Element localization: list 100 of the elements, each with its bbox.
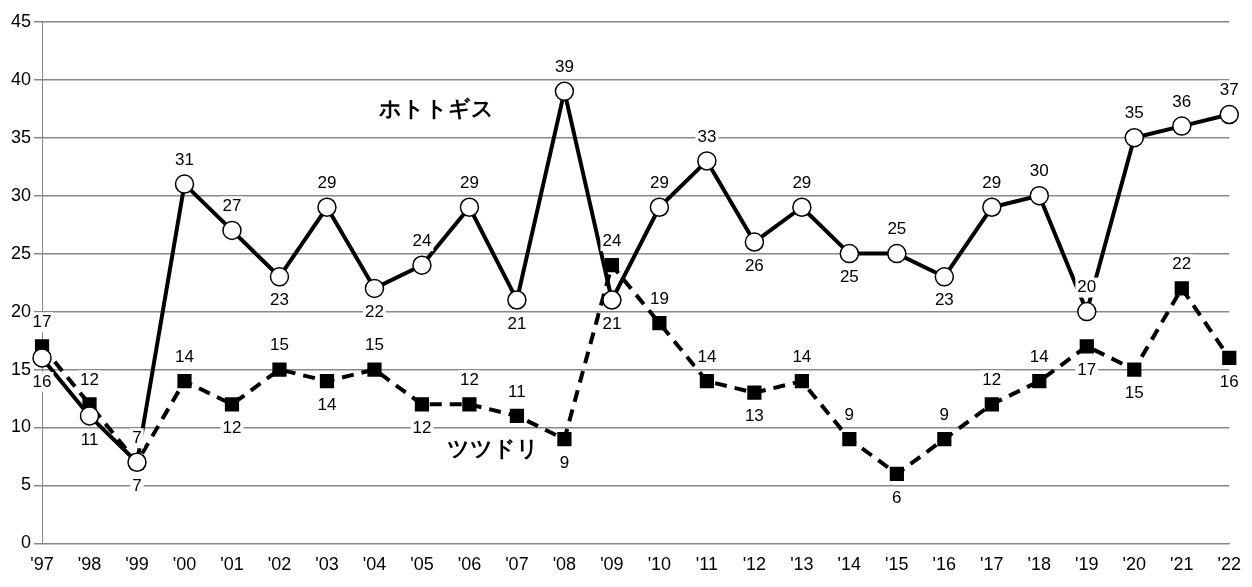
data-label: 24 [412,230,432,250]
point [652,316,667,331]
data-label: 36 [1172,91,1192,111]
x-tick-label: '99 [125,554,149,575]
y-tick-label: 25 [10,242,32,263]
x-tick-label: '01 [220,554,244,575]
data-label: 33 [697,126,717,146]
point [602,290,622,310]
point [934,267,955,287]
point [367,362,382,377]
data-label: 22 [364,302,384,322]
point [554,81,575,102]
data-label: 9 [844,404,855,424]
data-label: 19 [649,288,669,308]
x-tick-label: '00 [172,554,197,575]
point [649,197,670,218]
point [269,267,290,287]
y-tick-label: 10 [10,416,32,437]
x-tick-label: '12 [742,554,767,575]
x-tick-label: '14 [837,554,862,575]
point [697,151,717,171]
point [177,374,192,389]
data-label: 23 [934,290,954,310]
point [1219,104,1240,125]
data-label: 14 [697,346,717,366]
data-label: 24 [602,230,622,250]
data-label: 26 [744,255,764,275]
point [984,397,999,412]
data-label: 14 [317,394,337,414]
point [317,197,337,218]
point [744,232,765,252]
point [1222,350,1237,366]
text: ホトトギス [377,96,494,122]
x-tick-label: '05 [410,554,434,575]
point [747,385,762,400]
data-label: 7 [132,475,142,495]
data-label: 15 [1124,383,1144,403]
data-label: 12 [982,369,1002,389]
x-tick-label: '97 [30,554,54,575]
data-label: 12 [459,369,479,389]
x-tick-label: '13 [790,554,814,575]
data-label: 21 [602,313,622,333]
data-label: 35 [1124,103,1144,123]
point [1124,127,1145,148]
y-tick-label: 5 [21,474,32,495]
point [887,243,907,264]
point [699,374,714,389]
x-tick-label: '98 [77,554,102,575]
data-label: 29 [649,172,669,192]
x-tick-label: '02 [267,554,292,575]
x-tick-label: '11 [695,554,718,575]
point [889,466,904,481]
x-tick-label: '22 [1217,554,1242,575]
data-label: 29 [982,172,1002,192]
point [1032,374,1047,389]
point [459,197,480,218]
point [937,431,952,447]
point [1079,339,1094,354]
data-label: 37 [1219,80,1239,100]
y-tick-label: 45 [10,10,32,31]
y-tick-label: 40 [10,68,32,89]
point [604,258,620,273]
x-tick-label: '03 [315,554,339,575]
x-tick-label: '10 [647,554,672,575]
point [32,348,52,368]
x-tick-label: '07 [505,554,529,575]
x-tick-label: '18 [1027,554,1052,575]
data-label: 16 [1219,371,1239,391]
data-label: 9 [559,452,570,472]
data-label: 12 [222,417,242,437]
x-tick-label: '17 [980,554,1004,575]
y-tick-label: 0 [21,532,32,553]
data-label: 17 [1077,360,1097,380]
data-label: 15 [364,335,384,355]
point [1127,362,1142,377]
data-label: 9 [939,404,950,424]
point [557,431,572,447]
data-label: 17 [32,312,52,332]
x-tick-label: '16 [932,554,957,575]
point [462,397,477,412]
data-label: 30 [1029,161,1049,181]
y-tick-label: 20 [10,300,32,321]
point [364,278,385,299]
data-label: 12 [80,369,99,389]
data-label: 22 [1172,254,1192,274]
point [507,290,527,310]
point [1029,185,1050,206]
y-tick-label: 35 [10,126,32,147]
data-label: 16 [32,371,52,391]
data-label: 31 [175,149,194,169]
point [222,220,242,241]
x-tick-label: '15 [885,554,909,575]
series-label: ツツドリ [447,435,540,461]
data-label: 29 [317,172,337,192]
data-label: 23 [270,290,289,310]
point [1172,116,1192,136]
data-label: 15 [270,335,289,355]
point [224,397,240,412]
x-tick-label: '04 [362,554,387,575]
x-tick-label: '08 [552,554,577,575]
